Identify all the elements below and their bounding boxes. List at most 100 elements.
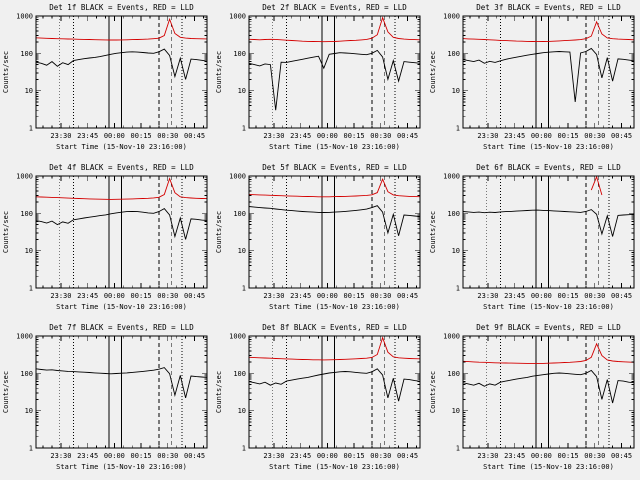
plot-svg: 1000 100 10 1 23:30 23:45 00:00 00:15 00:30 00:45… xyxy=(215,3,421,151)
plot-frame xyxy=(462,175,635,289)
x-tick-label: 23:30 xyxy=(264,292,285,300)
panel-det-4f: 1000 100 10 1 23:30 23:45 00:00 00:15 00:30 00:45… xyxy=(0,160,213,320)
x-tick-label: 00:15 xyxy=(344,292,365,300)
x-axis-label: Start Time (15-Nov-10 23:16:00) xyxy=(483,143,614,151)
panel-title: Det 5f BLACK = Events, RED = LLD xyxy=(263,163,408,172)
lld-curve xyxy=(249,336,421,361)
x-axis-label: Start Time (15-Nov-10 23:16:00) xyxy=(483,303,614,311)
plot-frame xyxy=(35,15,208,129)
panel-title: Det 1f BLACK = Events, RED = LLD xyxy=(49,3,194,12)
panel-title: Det 4f BLACK = Events, RED = LLD xyxy=(49,163,194,172)
x-axis-label: Start Time (15-Nov-10 23:16:00) xyxy=(56,303,187,311)
lld-curve xyxy=(462,20,634,43)
y-tick-label: 1000 xyxy=(229,13,246,21)
y-tick-label: 1 xyxy=(29,125,33,133)
panel-title: Det 6f BLACK = Events, RED = LLD xyxy=(476,163,621,172)
plot-svg: 1000 100 10 1 23:30 23:45 00:00 00:15 00:30 00:45… xyxy=(215,323,421,471)
x-tick-label: 00:45 xyxy=(397,292,418,300)
x-tick-label: 00:45 xyxy=(611,292,632,300)
axis-ticks xyxy=(249,15,421,129)
panel-title: Det 9f BLACK = Events, RED = LLD xyxy=(476,323,621,332)
events-curve xyxy=(462,47,634,102)
panel-det-7f: 1000 100 10 1 23:30 23:45 00:00 00:15 00:30 00:45… xyxy=(0,320,213,480)
x-tick-label: 00:45 xyxy=(184,452,205,460)
x-axis-label: Start Time (15-Nov-10 23:16:00) xyxy=(483,463,614,471)
x-axis-label: Start Time (15-Nov-10 23:16:00) xyxy=(270,143,401,151)
x-tick-label: 00:30 xyxy=(371,132,392,140)
axis-ticks xyxy=(36,335,207,449)
y-axis-label: Counts/sec xyxy=(429,371,437,413)
event-lines xyxy=(272,336,396,448)
x-tick-label: 23:45 xyxy=(504,132,525,140)
plot-frame xyxy=(248,335,421,449)
plot-frame xyxy=(462,335,635,449)
events-curve xyxy=(36,208,207,240)
x-tick-label: 00:45 xyxy=(397,452,418,460)
panel-title: Det 7f BLACK = Events, RED = LLD xyxy=(49,323,194,332)
plot-svg: 1000 100 10 1 23:30 23:45 00:00 00:15 00:30 00:45… xyxy=(2,163,208,311)
plot-svg: 1000 100 10 1 23:30 23:45 00:00 00:15 00:30 00:45… xyxy=(2,323,208,471)
y-tick-label: 10 xyxy=(451,247,459,255)
plot-frame xyxy=(248,175,421,289)
y-tick-label: 10 xyxy=(238,247,246,255)
x-tick-label: 23:30 xyxy=(264,132,285,140)
event-lines xyxy=(58,336,183,448)
y-tick-label: 1000 xyxy=(16,13,33,21)
x-tick-label: 00:15 xyxy=(131,452,152,460)
y-tick-label: 100 xyxy=(20,50,33,58)
x-tick-label: 23:45 xyxy=(77,452,98,460)
panel-det-8f: 1000 100 10 1 23:30 23:45 00:00 00:15 00:30 00:45… xyxy=(213,320,426,480)
panel-title: Det 3f BLACK = Events, RED = LLD xyxy=(476,3,621,12)
series-group xyxy=(36,177,207,240)
plot-svg: 1000 100 10 1 23:30 23:45 00:00 00:15 00:30 00:45… xyxy=(429,3,635,151)
y-tick-label: 1 xyxy=(242,445,246,453)
plot-svg: 1000 100 10 1 23:30 23:45 00:00 00:15 00:30 00:45… xyxy=(429,323,635,471)
series-group xyxy=(249,178,421,236)
lld-curve xyxy=(462,342,634,364)
y-tick-label: 1 xyxy=(455,445,459,453)
events-curve xyxy=(462,209,634,237)
x-tick-label: 00:30 xyxy=(584,292,605,300)
lld-curve xyxy=(36,17,207,41)
x-tick-label: 00:30 xyxy=(157,132,178,140)
x-tick-label: 00:15 xyxy=(557,132,578,140)
y-axis-label: Counts/sec xyxy=(2,51,10,93)
series-group xyxy=(36,367,207,399)
event-lines xyxy=(58,176,183,288)
x-tick-label: 00:30 xyxy=(157,452,178,460)
axis-ticks xyxy=(249,175,421,289)
series-group xyxy=(462,342,634,404)
lld-curve xyxy=(590,176,602,196)
x-axis-label: Start Time (15-Nov-10 23:16:00) xyxy=(56,463,187,471)
y-tick-label: 1000 xyxy=(16,333,33,341)
panel-det-3f: 1000 100 10 1 23:30 23:45 00:00 00:15 00:30 00:45… xyxy=(427,0,640,160)
series-group xyxy=(462,20,634,102)
x-tick-label: 00:00 xyxy=(530,452,551,460)
axis-ticks xyxy=(36,15,207,129)
y-tick-label: 1 xyxy=(455,285,459,293)
series-group xyxy=(249,336,421,402)
axis-ticks xyxy=(249,335,421,449)
panel-title: Det 8f BLACK = Events, RED = LLD xyxy=(263,323,408,332)
x-tick-label: 23:30 xyxy=(50,452,71,460)
x-tick-label: 23:45 xyxy=(77,132,98,140)
x-tick-label: 00:00 xyxy=(104,452,125,460)
x-axis-label: Start Time (15-Nov-10 23:16:00) xyxy=(270,303,401,311)
plot-frame xyxy=(462,15,635,129)
y-tick-label: 1000 xyxy=(229,173,246,181)
x-tick-label: 23:30 xyxy=(477,132,498,140)
events-curve xyxy=(36,48,207,80)
y-tick-label: 10 xyxy=(238,87,246,95)
plot-svg: 1000 100 10 1 23:30 23:45 00:00 00:15 00:30 00:45… xyxy=(215,163,421,311)
x-tick-label: 00:45 xyxy=(184,292,205,300)
y-tick-label: 10 xyxy=(451,87,459,95)
y-axis-label: Counts/sec xyxy=(215,211,223,253)
x-tick-label: 00:00 xyxy=(317,132,338,140)
event-lines xyxy=(485,336,610,448)
x-tick-label: 00:15 xyxy=(344,132,365,140)
x-tick-label: 00:30 xyxy=(371,452,392,460)
panel-det-2f: 1000 100 10 1 23:30 23:45 00:00 00:15 00:30 00:45… xyxy=(213,0,426,160)
y-axis-label: Counts/sec xyxy=(2,371,10,413)
x-axis-label: Start Time (15-Nov-10 23:16:00) xyxy=(56,143,187,151)
